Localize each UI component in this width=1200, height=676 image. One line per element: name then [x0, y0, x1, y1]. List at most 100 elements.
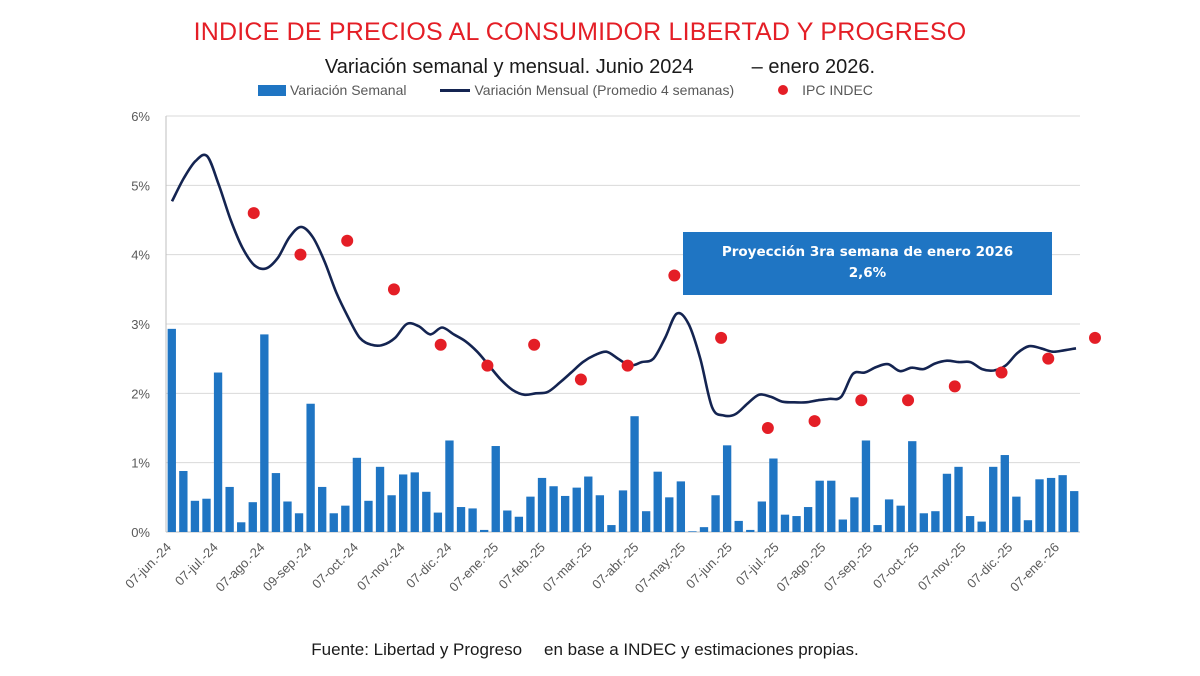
- x-tick-label: 07-jun.-24: [122, 540, 174, 592]
- indec-point: [855, 394, 868, 407]
- weekly-bar: [190, 500, 200, 532]
- x-axis-ticks: 07-jun.-2407-jul.-2407-ago.-2409-sep.-24…: [122, 540, 1062, 596]
- weekly-bar: [248, 502, 257, 532]
- indec-point: [528, 338, 541, 351]
- legend-item-weekly: Variación Semanal: [258, 82, 406, 98]
- weekly-bar: [792, 516, 801, 532]
- indec-point: [574, 373, 587, 386]
- weekly-bar: [746, 529, 755, 532]
- subtitle-left: Variación semanal y mensual. Junio 2024: [324, 56, 694, 78]
- x-tick-label: 07-nov.-24: [354, 540, 408, 594]
- weekly-bar: [838, 519, 847, 532]
- weekly-bar: [537, 477, 547, 532]
- legend-label-monthly: Variación Mensual (Promedio 4 semanas): [474, 82, 735, 98]
- legend-dot-swatch: [778, 85, 789, 95]
- weekly-bar: [213, 372, 223, 532]
- weekly-bar: [815, 480, 824, 532]
- weekly-bar: [769, 458, 778, 532]
- y-tick-label: 2%: [131, 386, 150, 401]
- weekly-bar: [977, 521, 986, 532]
- indec-points: [247, 207, 1101, 434]
- indec-point: [808, 415, 821, 428]
- chart-title: INDICE DE PRECIOS AL CONSUMIDOR LIBERTAD…: [193, 18, 967, 46]
- weekly-bar: [179, 470, 188, 532]
- annotation-line1: Proyección 3ra semana de enero 2026: [721, 244, 1014, 260]
- weekly-bar: [734, 520, 743, 532]
- indec-point: [621, 359, 634, 372]
- weekly-bar: [1035, 479, 1044, 532]
- weekly-bar: [491, 446, 500, 532]
- weekly-bar: [364, 500, 373, 532]
- weekly-bar: [514, 516, 524, 532]
- weekly-bar: [965, 516, 975, 532]
- weekly-bar: [1012, 496, 1021, 532]
- weekly-bar: [873, 525, 882, 532]
- weekly-bar: [479, 529, 489, 532]
- weekly-bar: [780, 514, 790, 532]
- x-tick-label: 07-oct.-24: [309, 540, 361, 592]
- weekly-bar: [896, 505, 905, 532]
- weekly-bar: [618, 490, 628, 532]
- weekly-bar: [584, 476, 593, 532]
- weekly-bars: [167, 328, 1079, 532]
- weekly-bar: [572, 487, 581, 532]
- x-tick-label: 07-sep.-25: [821, 540, 876, 595]
- y-tick-label: 0%: [131, 525, 150, 540]
- weekly-bar: [850, 497, 859, 532]
- weekly-bar: [919, 513, 928, 532]
- weekly-bar: [202, 498, 211, 532]
- x-tick-label: 07-mar.-25: [540, 540, 595, 595]
- weekly-bar: [757, 501, 767, 532]
- indec-point: [995, 366, 1008, 379]
- x-tick-label: 07-may.-25: [632, 540, 688, 596]
- weekly-bar: [375, 466, 385, 532]
- weekly-bar: [560, 495, 570, 532]
- weekly-bar: [526, 496, 535, 532]
- weekly-bar: [908, 441, 917, 532]
- weekly-bar: [803, 507, 813, 532]
- legend-bar-swatch: [258, 84, 286, 96]
- y-tick-label: 6%: [131, 109, 150, 124]
- weekly-bar: [422, 491, 431, 532]
- y-tick-label: 4%: [131, 248, 150, 263]
- weekly-bar: [294, 513, 304, 532]
- y-axis-ticks: 0% 1% 2% 3% 4% 5% 6%: [131, 109, 150, 540]
- x-tick-label: 07-ago.-24: [213, 540, 268, 595]
- weekly-bar: [665, 497, 674, 532]
- indec-point: [1042, 352, 1055, 365]
- weekly-bar: [1046, 477, 1056, 532]
- x-tick-label: 07-ago.-25: [773, 540, 828, 595]
- indec-point: [902, 394, 915, 407]
- indec-point: [761, 422, 774, 434]
- weekly-bar: [699, 527, 709, 532]
- weekly-bar: [827, 480, 836, 532]
- legend-line-swatch: [440, 88, 471, 92]
- legend-item-monthly: Variación Mensual (Promedio 4 semanas): [440, 82, 734, 98]
- x-tick-label: 07-oct.-25: [870, 540, 922, 592]
- weekly-bar: [595, 495, 605, 532]
- weekly-bar: [630, 416, 639, 532]
- source-note: Fuente: Libertad y Progreso en base a IND…: [0, 640, 1170, 660]
- x-tick-label: 09-sep.-24: [260, 540, 315, 595]
- indec-point: [247, 207, 260, 220]
- indec-point: [341, 234, 354, 247]
- x-tick-label: 07-nov.-25: [915, 540, 969, 594]
- weekly-bar: [1000, 455, 1009, 532]
- weekly-bar: [861, 440, 871, 532]
- indec-point: [294, 248, 307, 261]
- weekly-bar: [653, 471, 662, 532]
- weekly-bar: [641, 511, 651, 532]
- weekly-bar: [456, 507, 466, 532]
- subtitle-right: – enero 2026.: [751, 56, 876, 78]
- y-tick-label: 1%: [131, 456, 150, 471]
- weekly-bar: [306, 403, 315, 532]
- weekly-bar: [607, 525, 616, 532]
- x-tick-label: 07-jul.-25: [733, 540, 782, 589]
- weekly-bar: [271, 473, 281, 532]
- weekly-bar: [352, 457, 362, 532]
- y-tick-label: 5%: [131, 178, 150, 193]
- projection-annotation: Proyección 3ra semana de enero 2026 2,6%: [683, 232, 1052, 295]
- indec-point: [434, 338, 447, 351]
- weekly-bar: [884, 499, 894, 532]
